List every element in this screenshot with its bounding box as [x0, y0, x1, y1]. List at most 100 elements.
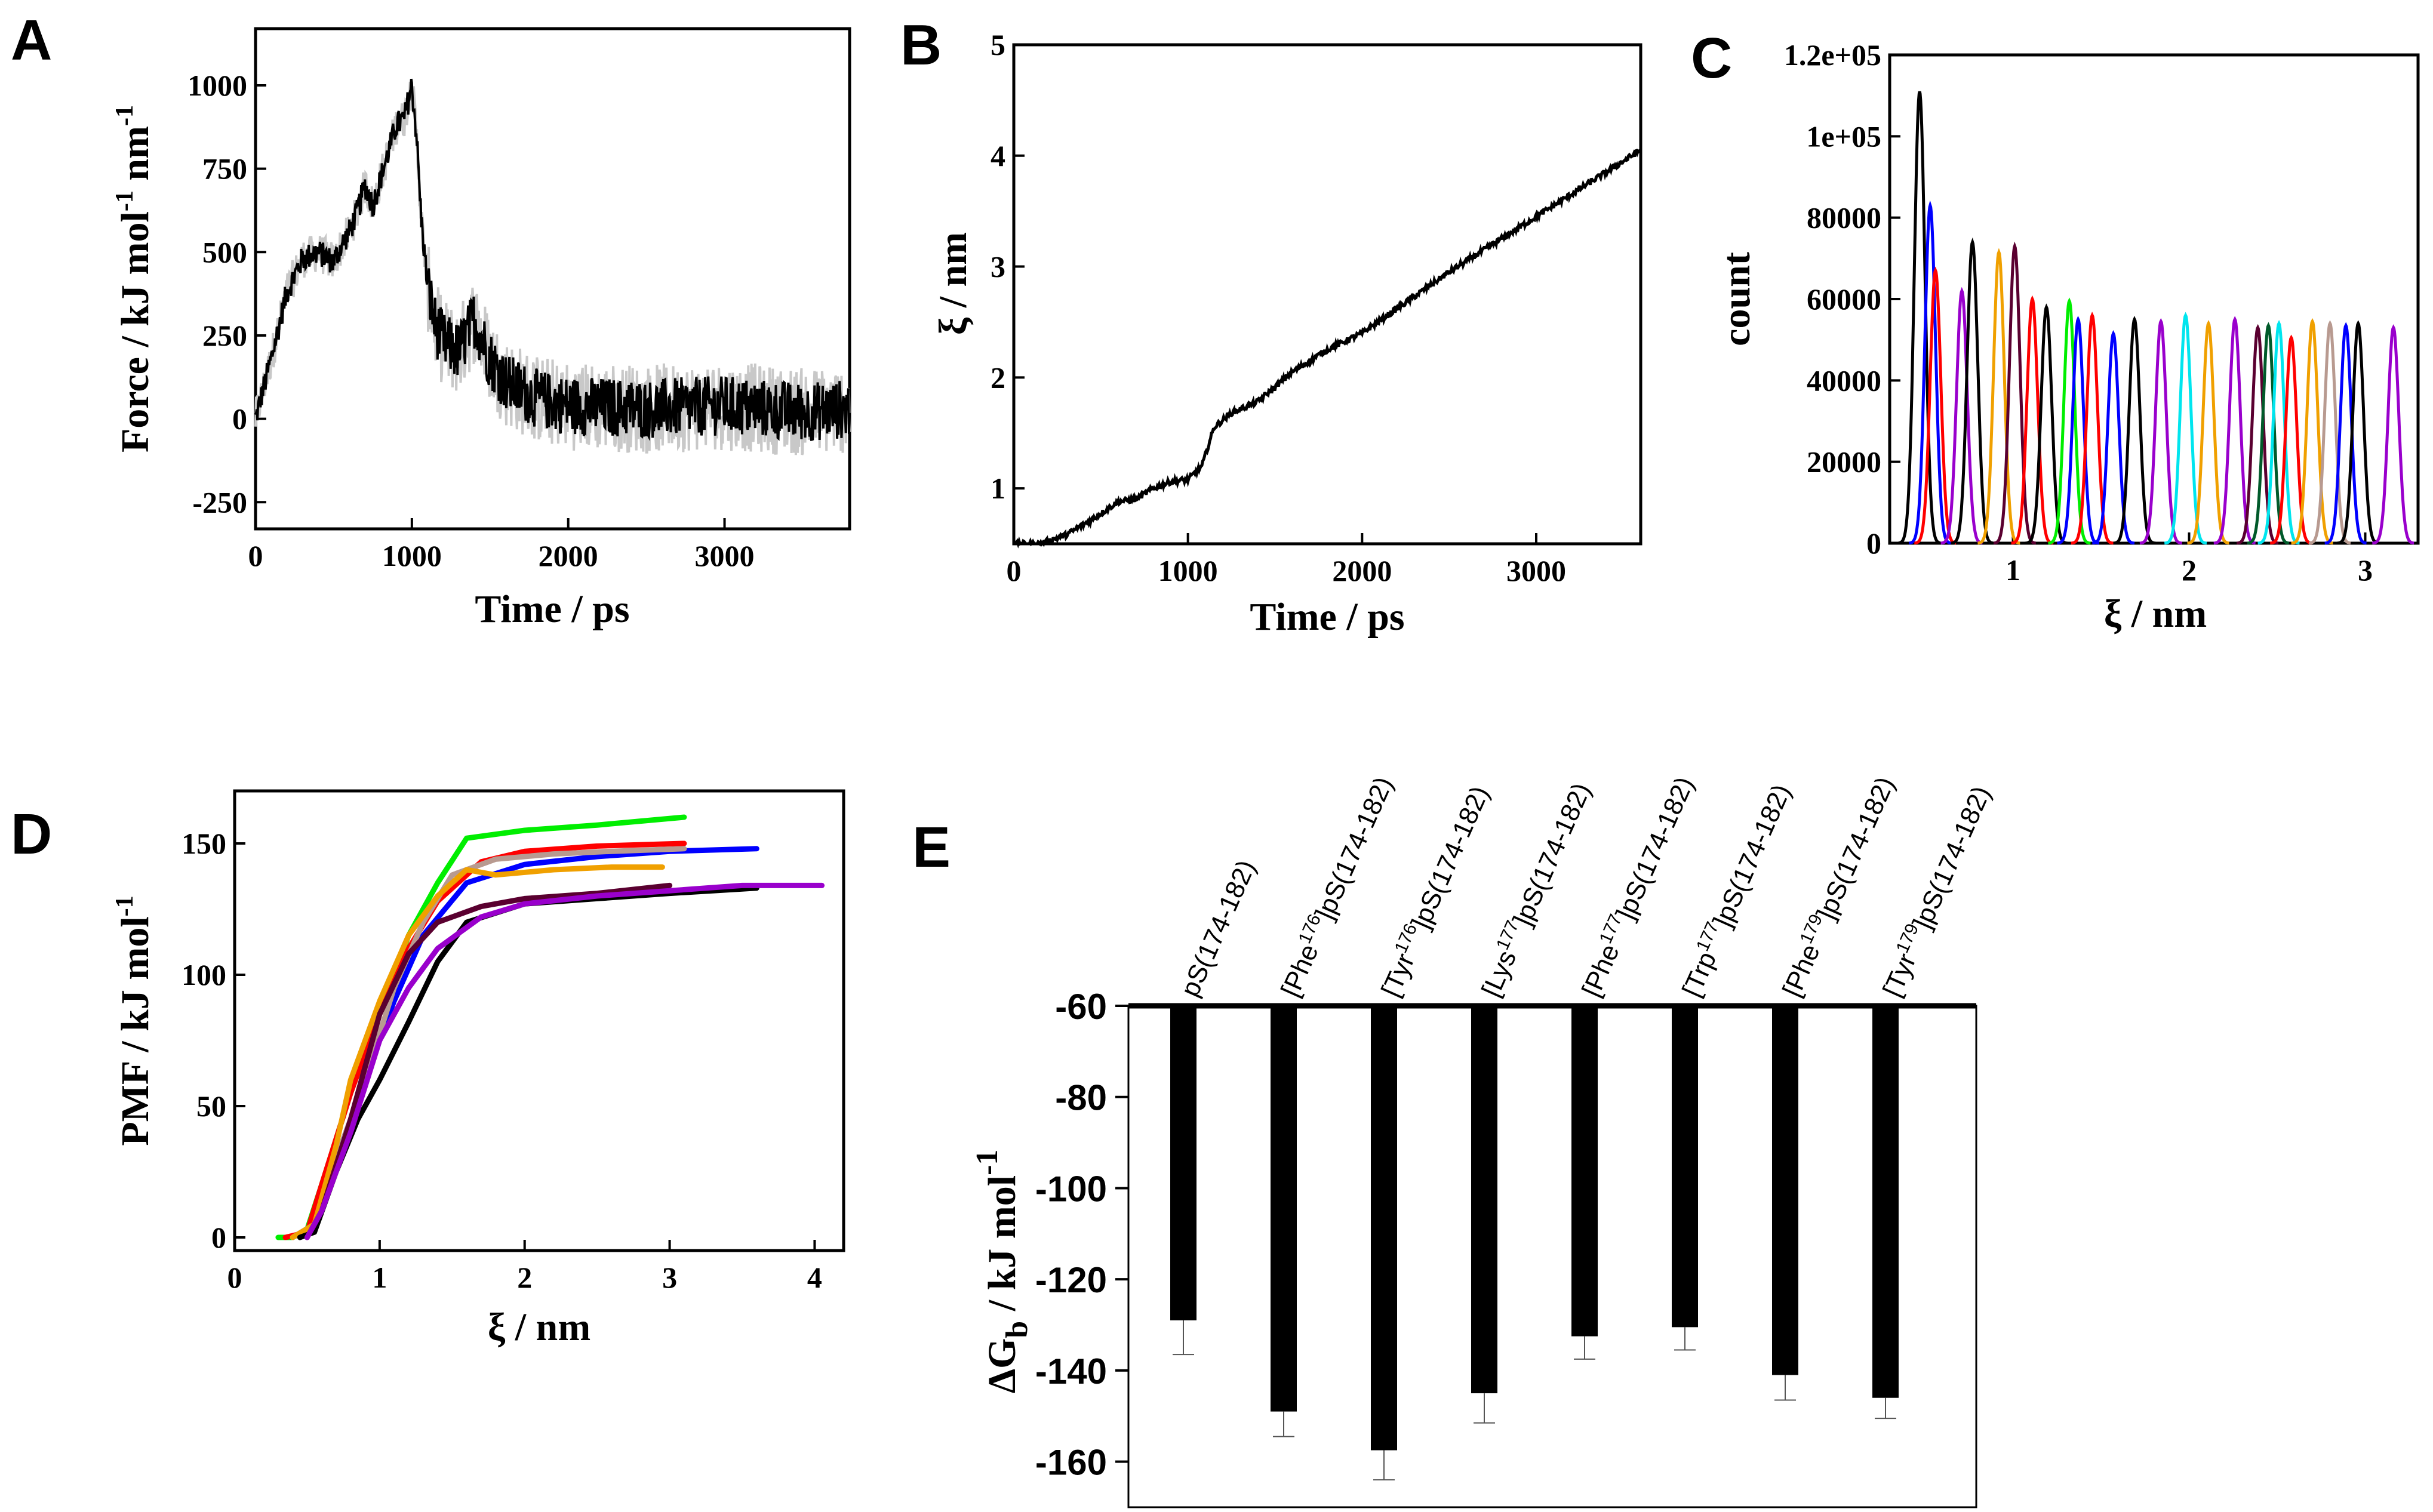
panel-a-plot: [254, 78, 851, 455]
panel-a-x-label: Time / ps: [475, 587, 629, 631]
y-tick-label: 20000: [1807, 445, 1881, 479]
pmf-line-red: [282, 840, 687, 1240]
panel-c-plot: [1898, 91, 2414, 545]
x-tick-label: 2: [517, 1261, 532, 1294]
category-label: [Phe179]pS(174-182): [1774, 771, 1900, 1001]
y-tick-label: 5: [991, 28, 1005, 61]
panel-a-frame: [254, 27, 851, 531]
y-tick-label: -80: [1055, 1078, 1107, 1118]
y-tick-label: 100: [182, 958, 226, 991]
pmf-line-orange: [290, 864, 665, 1240]
histogram-peak: [2324, 322, 2367, 545]
x-tick-label: 0: [1007, 554, 1022, 587]
panel-b-x-label: Time / ps: [1250, 595, 1404, 639]
x-tick-label: 1: [372, 1261, 387, 1294]
panel-b-axes: 0 1000 2000 3000 1 2 3 4 5: [991, 28, 1566, 587]
histogram-peak: [2291, 318, 2333, 545]
y-tick-label: -250: [192, 485, 247, 519]
force-line: [254, 78, 851, 441]
panel-label-b: B: [900, 13, 942, 77]
histogram-peak: [1909, 200, 1951, 545]
panel-c-histogram-chart: 1 2 3 0 20000 40000 60000 80000 1e+05 1.2e+05 ξ /…: [1715, 38, 2420, 636]
bar: [1471, 1006, 1497, 1394]
y-tick-label: 250: [202, 319, 247, 352]
histogram-peak: [2091, 330, 2135, 545]
histogram-peak: [1977, 248, 2020, 545]
x-tick-label: 3: [2358, 553, 2373, 587]
panel-d-x-label: ξ / nm: [488, 1305, 590, 1349]
y-tick-label: -140: [1035, 1351, 1107, 1391]
category-label: pS(174-182): [1175, 856, 1261, 1001]
bar: [1872, 1006, 1899, 1398]
panel-b-xi-chart: 0 1000 2000 3000 1 2 3 4 5 Time / ps ξ / nm: [931, 28, 1642, 639]
y-tick-label: 50: [196, 1089, 226, 1123]
y-tick-label: 150: [182, 827, 226, 860]
x-tick-label: 2000: [539, 539, 598, 572]
panel-e-bar-chart: -60-80-100-120-140-160 pS(174-182) [Phe17…: [970, 771, 1997, 1508]
x-tick-label: 1000: [1158, 554, 1218, 587]
bar: [1271, 1006, 1297, 1412]
panel-d-axes: 0 1 2 3 4 0 50 100 150: [182, 827, 822, 1294]
y-tick-label: 2: [991, 361, 1005, 394]
category-label: [Phe177]pS(174-182): [1574, 771, 1700, 1001]
histogram-peak: [1898, 91, 1941, 545]
y-tick-label: 40000: [1807, 364, 1881, 397]
y-tick-label: 500: [202, 235, 247, 269]
x-tick-label: 4: [807, 1261, 822, 1294]
histogram-peak: [1994, 241, 2036, 545]
x-tick-label: 0: [248, 539, 263, 572]
histogram-peak: [2056, 315, 2100, 545]
panel-label-a: A: [11, 8, 52, 72]
y-tick-label: 0: [232, 402, 247, 436]
category-label: [Trp177]pS(174-182): [1674, 779, 1797, 1001]
y-tick-label: 0: [1866, 526, 1881, 560]
histogram-peak: [2236, 324, 2279, 545]
panel-d-frame: [233, 789, 845, 1252]
category-label: [Tyr176]pS(174-182): [1373, 781, 1495, 1001]
histogram-peak: [2257, 320, 2300, 545]
histogram-peak: [2048, 297, 2091, 545]
x-tick-label: 3000: [1506, 554, 1566, 587]
x-tick-label: 1: [2006, 553, 2020, 587]
panel-b-plot: [1014, 149, 1641, 549]
bar: [1170, 1006, 1196, 1320]
y-tick-label: -60: [1055, 987, 1107, 1027]
y-tick-label: -100: [1035, 1169, 1107, 1209]
panel-b-y-label: ξ / nm: [931, 232, 975, 335]
histogram-peak: [2071, 312, 2114, 545]
category-label: [Tyr179]pS(174-182): [1875, 781, 1997, 1001]
histogram-peak: [2139, 318, 2182, 545]
y-tick-label: 3: [991, 250, 1005, 284]
histogram-peak: [2025, 303, 2068, 545]
histogram-peak: [2164, 312, 2207, 545]
bar: [1571, 1006, 1598, 1337]
category-label: [Phe176]pS(174-182): [1273, 771, 1399, 1001]
y-tick-label: 1.2e+05: [1784, 38, 1881, 72]
y-tick-label: 1: [991, 472, 1005, 505]
panel-c-axes: 1 2 3 0 20000 40000 60000 80000 1e+05 1.2e+05: [1784, 38, 2373, 587]
y-tick-label: 60000: [1807, 282, 1881, 316]
panel-d-pmf-chart: 0 1 2 3 4 0 50 100 150 ξ / nm PMF / kJ mol-1: [111, 789, 845, 1349]
panel-d-y-label: PMF / kJ mol-1: [111, 895, 157, 1145]
histogram-peak: [2247, 322, 2290, 545]
panel-d-plot: [275, 814, 825, 1240]
y-tick-label: 1e+05: [1806, 119, 1881, 153]
panel-c-x-label: ξ / nm: [2104, 592, 2207, 636]
panel-b-frame: [1012, 43, 1642, 546]
panel-e-plot: [1170, 1006, 1899, 1481]
y-tick-label: -160: [1035, 1443, 1107, 1483]
panel-e-category-labels: pS(174-182) [Phe176]pS(174-182)[Tyr176]pS…: [1175, 771, 1997, 1002]
histogram-peak: [2213, 316, 2256, 545]
x-tick-label: 3000: [695, 539, 755, 572]
panel-e-axes: -60 -80 -100 -120 -140 -160: [1035, 987, 1128, 1483]
histogram-peak: [2372, 324, 2414, 545]
panel-label-e: E: [912, 815, 951, 879]
y-tick-label: 4: [991, 139, 1005, 173]
bar: [1672, 1006, 1698, 1328]
x-tick-label: 3: [662, 1261, 677, 1294]
y-tick-label: 0: [211, 1221, 226, 1254]
category-label: [Lys177]pS(174-182): [1474, 778, 1597, 1002]
y-tick-label: 1000: [187, 69, 247, 102]
